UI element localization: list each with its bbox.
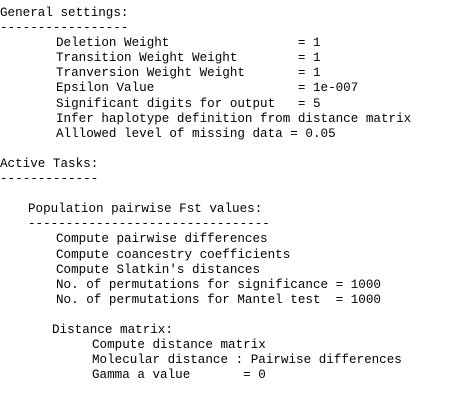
active-tasks-heading: Active Tasks: [0, 156, 99, 171]
setting-missing-data-level: Alllowed level of missing data = 0.05 [56, 126, 336, 141]
settings-log: General settings: ----------------- Dele… [0, 6, 461, 383]
setting-deletion-weight: Deletion Weight = 1 [56, 36, 321, 51]
distance-molecular: Molecular distance : Pairwise difference… [92, 353, 402, 368]
fst-slatkin-distances: Compute Slatkin's distances [56, 262, 261, 277]
fst-task-heading: Population pairwise Fst values: [28, 202, 263, 217]
distance-gamma-value: Gamma a value = 0 [92, 368, 266, 383]
setting-infer-haplotype: Infer haplotype definition from distance… [56, 111, 412, 126]
setting-transition-weight: Transition Weight Weight = 1 [56, 51, 321, 66]
setting-significant-digits: Significant digits for output = 5 [56, 96, 321, 111]
fst-permutations-significance: No. of permutations for significance = 1… [56, 277, 381, 292]
fst-pairwise-differences: Compute pairwise differences [56, 232, 268, 247]
distance-matrix-heading: Distance matrix: [52, 322, 173, 337]
fst-coancestry-coefficients: Compute coancestry coefficients [56, 247, 291, 262]
fst-task-underline: -------------------------------- [28, 217, 270, 232]
distance-compute-matrix: Compute distance matrix [92, 338, 266, 353]
spacer [0, 142, 461, 157]
spacer [0, 308, 461, 323]
spacer [0, 187, 461, 202]
active-tasks-underline: ------------- [0, 172, 99, 187]
setting-tranversion-weight: Tranversion Weight Weight = 1 [56, 66, 321, 81]
fst-permutations-mantel: No. of permutations for Mantel test = 10… [56, 292, 381, 307]
setting-epsilon-value: Epsilon Value = 1e-007 [56, 81, 359, 96]
general-settings-underline: ----------------- [0, 21, 129, 36]
general-settings-heading: General settings: [0, 6, 129, 20]
